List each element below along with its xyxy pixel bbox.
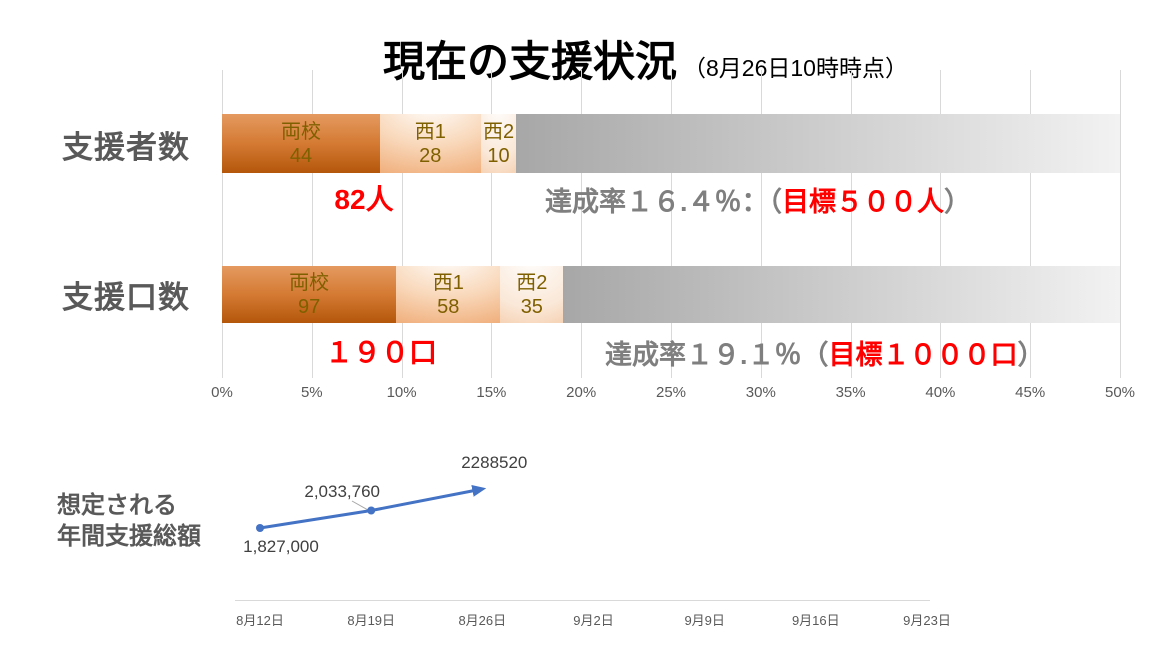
date-tick-label: 8月19日 [347, 613, 396, 628]
page-title: 現在の支援状況 （8月26日10時時点） [383, 28, 908, 89]
stacked-bar-units: 両校 97 西1 58 西2 35 [222, 266, 1120, 323]
segment-value: 58 [437, 295, 460, 318]
data-point-label: 2288520 [461, 453, 528, 472]
supporters-goal-label: 目標５００人 [782, 187, 945, 217]
bar-segment-1: 両校 44 [222, 114, 380, 173]
segment-name: 西1 [432, 271, 464, 294]
percent-tick-label: 45% [1015, 384, 1046, 401]
percent-tick-label: 15% [476, 384, 507, 401]
gridline [401, 70, 403, 378]
date-tick-label: 8月26日 [458, 613, 507, 628]
gridline [940, 70, 942, 378]
percent-tick-label: 20% [566, 384, 597, 401]
percent-tick-label: 10% [386, 384, 417, 401]
segment-name: 両校 [289, 271, 330, 294]
date-tick-label: 9月9日 [684, 613, 725, 628]
bar-segment-2: 西1 58 [396, 266, 501, 323]
date-tick-label: 9月23日 [903, 613, 951, 628]
gridline [760, 70, 762, 378]
segment-value: 35 [520, 295, 543, 318]
units-rate-label: 達成率１９.１％ [605, 340, 802, 370]
supporters-achievement-text: 達成率１６.４％：（目標５００人） [545, 180, 971, 219]
bar-row-label-units: 支援口数 [62, 280, 190, 315]
bar-remainder [563, 266, 1120, 323]
bar-segment-3: 西2 35 [500, 266, 564, 323]
bar-remainder [516, 114, 1120, 173]
data-point-label: 2,033,760 [304, 481, 381, 501]
stacked-bar-supporters: 両校 44 西1 28 西2 10 [222, 114, 1120, 173]
gridline [850, 70, 852, 378]
segment-value: 97 [297, 295, 321, 318]
units-total-value: １９０口 [324, 337, 437, 368]
segment-name: 西2 [482, 120, 515, 143]
bar-row-label-supporters: 支援者数 [62, 130, 190, 165]
date-tick-label: 9月16日 [791, 613, 840, 628]
supporters-total-value: 82人 [334, 184, 394, 215]
units-achievement-text: 達成率１９.１％（目標１０００口） [605, 333, 1045, 372]
percent-tick-label: 40% [925, 384, 956, 401]
label-leader-line [351, 500, 369, 511]
segment-value: 10 [487, 144, 510, 167]
gridline [671, 70, 672, 378]
date-tick-label: 8月12日 [236, 613, 284, 628]
supporters-rate-label: 達成率１６.４％： [545, 187, 769, 217]
title-subtitle: （8月26日10時時点） [683, 55, 908, 81]
bar-segment-3: 西2 10 [480, 114, 517, 173]
gridline [311, 70, 313, 378]
gridline [581, 70, 583, 378]
line-chart-label-line1: 想定される [57, 492, 177, 519]
data-point-marker [256, 524, 264, 532]
bar-segment-1: 両校 97 [222, 266, 397, 323]
data-point-label: 1,827,000 [243, 537, 319, 556]
line-chart-axis-line [235, 600, 930, 601]
gridline [491, 70, 493, 378]
segment-value: 44 [289, 144, 313, 167]
percent-tick-label: 0% [211, 384, 233, 401]
paren-close: ） [944, 187, 972, 217]
segment-name: 両校 [281, 120, 321, 143]
percent-tick-label: 50% [1104, 384, 1136, 401]
percent-tick-label: 5% [300, 384, 323, 401]
bar-segment-2: 西1 28 [380, 114, 481, 173]
units-goal-label: 目標１０００口 [828, 340, 1018, 370]
line-chart-label: 想定される 年間支援総額 [57, 490, 201, 552]
paren-open: （ [768, 187, 783, 217]
line-chart-label-line2: 年間支援総額 [57, 523, 201, 551]
paren-close: ） [1017, 340, 1045, 370]
gridline [1120, 70, 1121, 378]
title-text: 現在の支援状況 [383, 38, 678, 85]
percent-tick-label: 25% [655, 384, 687, 401]
segment-name: 西2 [516, 271, 548, 294]
percent-tick-label: 30% [745, 384, 776, 401]
segment-value: 28 [419, 144, 442, 167]
date-tick-label: 9月2日 [573, 613, 614, 628]
paren-open: （ [801, 340, 829, 370]
gridline [1030, 70, 1032, 378]
segment-name: 西1 [414, 120, 446, 143]
gridline [222, 70, 223, 378]
data-point-marker [367, 506, 376, 515]
percent-tick-label: 35% [835, 384, 866, 401]
